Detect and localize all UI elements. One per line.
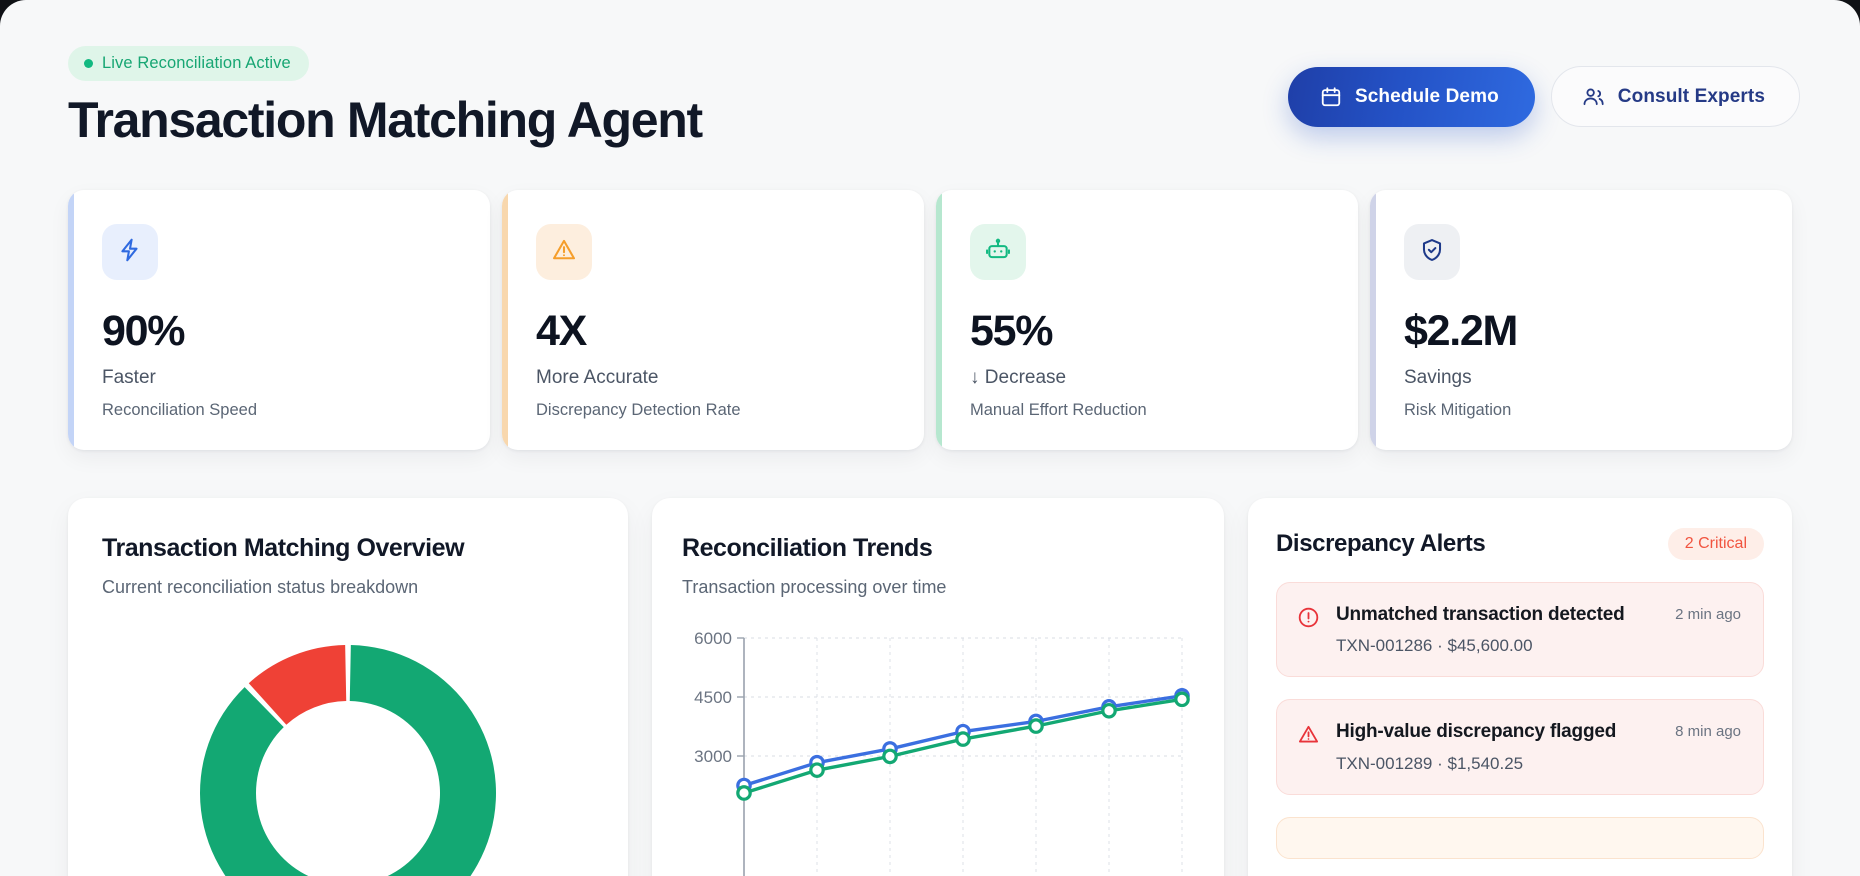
panel-title: Reconciliation Trends	[682, 534, 933, 562]
lightning-bolt-icon	[117, 237, 143, 268]
stat-label: Savings	[1404, 367, 1472, 388]
alert-item[interactable]	[1276, 816, 1764, 859]
alerts-critical-badge: 2 Critical	[1667, 528, 1764, 560]
panel-subtitle: Transaction processing over time	[682, 577, 947, 597]
data-point	[736, 785, 752, 801]
consult-experts-button[interactable]: Consult Experts	[1550, 66, 1800, 127]
alert-circle-icon	[1297, 603, 1320, 656]
panel-reconciliation-trends: Reconciliation Trends Transaction proces…	[652, 498, 1224, 876]
stat-cards: 90% Faster Reconciliation Speed 4X More …	[68, 190, 1792, 450]
alert-triangle-icon	[1297, 720, 1320, 773]
stat-icon-wrap	[536, 224, 592, 280]
stat-icon-wrap	[970, 224, 1026, 280]
donut-segment-matched	[200, 645, 496, 876]
users-icon	[1582, 85, 1605, 108]
alert-item[interactable]: Unmatched transaction detected 2 min ago…	[1276, 582, 1764, 678]
dashboard-panels: Transaction Matching Overview Current re…	[68, 498, 1792, 876]
y-axis-tick-label: 3000	[694, 747, 732, 766]
alert-meta: TXN-001286 · $45,600.00	[1336, 636, 1533, 656]
alert-time: 8 min ago	[1675, 723, 1741, 741]
stat-icon-wrap	[1404, 224, 1460, 280]
status-badge: Live Reconciliation Active	[68, 46, 309, 81]
status-badge-label: Live Reconciliation Active	[102, 54, 291, 72]
stat-sub: Risk Mitigation	[1404, 401, 1512, 419]
consult-experts-label: Consult Experts	[1617, 85, 1765, 107]
stat-value: 90%	[102, 307, 185, 355]
schedule-demo-label: Schedule Demo	[1354, 85, 1499, 107]
schedule-demo-button[interactable]: Schedule Demo	[1287, 66, 1535, 127]
panel-title: Transaction Matching Overview	[102, 534, 465, 562]
y-axis-tick-label: 6000	[694, 629, 732, 648]
alert-body: High-value discrepancy flagged 8 min ago…	[1336, 720, 1741, 773]
stat-value: 55%	[970, 307, 1053, 355]
stat-value: 4X	[536, 307, 587, 355]
live-dot-icon	[84, 59, 93, 68]
stat-sub: Discrepancy Detection Rate	[536, 401, 741, 419]
alerts-title: Discrepancy Alerts	[1276, 530, 1486, 557]
donut-chart	[102, 628, 594, 876]
alert-row: Unmatched transaction detected 2 min ago	[1336, 603, 1741, 627]
stat-label: More Accurate	[536, 367, 659, 388]
line-chart-svg: 3000 4500 6000	[694, 629, 1190, 876]
line-chart: 3000 4500 6000	[682, 624, 1194, 876]
data-point	[1174, 691, 1190, 708]
panel-subtitle: Current reconciliation status breakdown	[102, 577, 419, 597]
stat-icon-wrap	[102, 224, 158, 280]
alerts-header: Discrepancy Alerts 2 Critical	[1276, 528, 1764, 560]
stat-card-discrepancy-detection: 4X More Accurate Discrepancy Detection R…	[502, 190, 924, 450]
stat-label: ↓ Decrease	[970, 367, 1067, 388]
panel-discrepancy-alerts: Discrepancy Alerts 2 Critical Unmatched …	[1248, 498, 1792, 876]
alert-title: High-value discrepancy flagged	[1336, 721, 1617, 743]
alert-title: Unmatched transaction detected	[1336, 604, 1625, 625]
stat-card-reconciliation-speed: 90% Faster Reconciliation Speed	[68, 190, 490, 450]
data-point	[809, 762, 825, 778]
data-point	[955, 731, 971, 747]
stat-card-manual-effort-reduction: 55% ↓ Decrease Manual Effort Reduction	[936, 190, 1358, 450]
page-header: Live Reconciliation Active Transaction M…	[0, 0, 1860, 147]
calendar-icon	[1320, 86, 1342, 108]
alert-row: High-value discrepancy flagged 8 min ago	[1336, 720, 1741, 744]
panel-transaction-matching-overview: Transaction Matching Overview Current re…	[68, 498, 628, 876]
alert-time: 2 min ago	[1675, 606, 1741, 623]
donut-chart-svg	[200, 645, 496, 876]
shield-check-icon	[1419, 237, 1445, 268]
donut-segment-unmatched	[248, 645, 347, 725]
alert-meta: TXN-001289 · $1,540.25	[1336, 753, 1524, 773]
stat-value: $2.2M	[1404, 307, 1518, 355]
robot-icon	[985, 237, 1011, 268]
data-point	[1028, 718, 1044, 734]
page-title: Transaction Matching Agent	[68, 92, 703, 148]
stat-label: Faster	[102, 367, 156, 388]
alert-body: Unmatched transaction detected 2 min ago…	[1336, 603, 1741, 656]
warning-triangle-icon	[551, 237, 577, 268]
data-point	[882, 748, 898, 765]
stat-card-risk-mitigation: $2.2M Savings Risk Mitigation	[1370, 190, 1792, 450]
header-actions: Schedule Demo Consult Experts	[1287, 44, 1800, 127]
y-axis-tick-label: 4500	[694, 688, 732, 707]
stat-sub: Manual Effort Reduction	[970, 401, 1147, 419]
alert-item[interactable]: High-value discrepancy flagged 8 min ago…	[1276, 699, 1764, 795]
header-left: Live Reconciliation Active Transaction M…	[68, 44, 703, 148]
data-point	[1101, 702, 1117, 719]
stat-sub: Reconciliation Speed	[102, 401, 258, 419]
